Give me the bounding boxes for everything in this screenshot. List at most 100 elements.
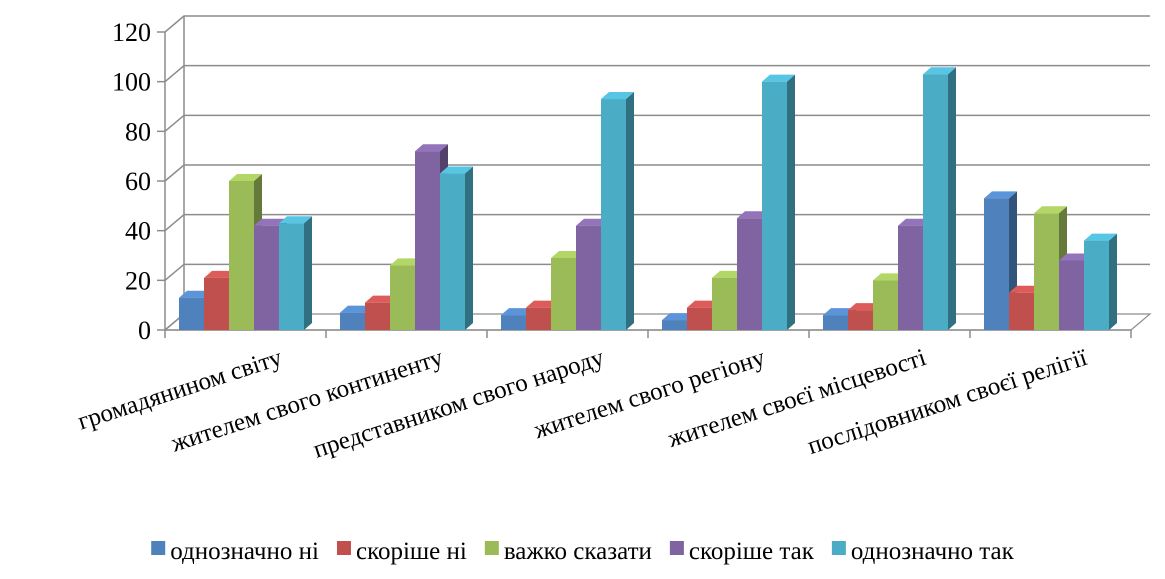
bar-front [601,99,626,330]
bar-side [948,67,956,330]
bar-top [873,273,906,281]
bar-top [179,290,212,298]
bar-top [923,67,956,75]
bar [762,74,795,331]
bar-front [415,151,440,330]
bar [440,166,473,330]
bar [984,191,1017,330]
bar-front [279,223,304,330]
bars [179,67,1117,331]
bar-front [365,302,390,330]
gridline [164,213,1150,232]
gridline [164,164,1150,182]
bar-front [229,181,254,330]
y-tick-label: 100 [112,68,151,97]
bar-front [848,310,873,330]
bar-front [440,173,465,330]
bar-top [662,313,695,321]
bar-front [1034,213,1059,330]
bar-front [1059,260,1084,330]
bar-front [984,198,1009,330]
legend-item: однозначно так [831,538,1015,565]
legend-swatch [336,541,351,555]
bar-front [737,218,762,330]
legend-swatch [831,541,846,555]
bar-top [440,166,473,174]
legend-label: однозначно ні [170,538,319,565]
gridline [164,15,1150,33]
bar-front [501,315,526,330]
bar-top [823,308,856,316]
legend-item: скоріше так [669,538,815,565]
gridline [164,64,1150,83]
legend-label: скоріше ні [356,538,467,565]
legend: однозначно ні скоріше ні важко сказати скор… [151,538,1015,565]
legend-label: важко сказати [504,538,652,565]
legend-swatch [151,541,166,555]
bar-top [551,250,584,258]
bar-top [526,300,559,308]
bar-top [340,305,373,313]
y-tick-label: 20 [125,266,151,295]
legend-swatch [669,541,684,555]
axes [157,31,1132,338]
bar-front [179,297,204,330]
bar-side [465,166,473,330]
category-label: жителем свого континенту [167,344,447,458]
y-tick-labels: 0 20 40 60 80 100 120 [112,18,151,345]
bar-front [823,315,848,330]
legend-item: скоріше ні [336,538,467,565]
bar-front [873,280,898,330]
y-tick-label: 40 [125,217,151,246]
bar-top [390,258,423,266]
bar-front [898,225,923,330]
bar-front [923,74,948,330]
bar-top [848,303,881,311]
bar-front [526,307,551,330]
bar [279,216,312,330]
bar [923,67,956,330]
bar-top [1009,285,1042,293]
legend-swatch [484,541,499,555]
bar-top [762,74,795,82]
bar-top [898,218,931,226]
bar-top [279,216,312,224]
bar-front [551,257,576,330]
y-tick-label: 80 [125,117,151,146]
bar-top [254,218,287,226]
bar-front [687,307,712,330]
bar-top [1034,206,1067,214]
bar-top [687,300,720,308]
gridlines [164,15,1150,281]
bar-top [1059,253,1092,261]
y-tick-label: 60 [125,167,151,196]
bar-side [304,216,312,330]
legend-label: однозначно так [851,538,1015,565]
bar-front [576,225,601,330]
bar-top [204,270,237,278]
y-tick-label: 120 [112,18,151,47]
legend-item: однозначно ні [151,538,319,565]
bar-side [626,92,634,330]
bar-top [737,211,770,219]
y-tick-label: 0 [138,316,151,345]
bar-side [787,74,795,331]
bar-top [601,92,634,100]
legend-item: важко сказати [484,538,652,565]
bar-front [204,277,229,330]
bar-side [1109,233,1117,330]
category-label: представником свого народу [310,344,608,464]
bar-top [576,218,609,226]
bar-front [390,265,415,330]
bar-front [662,320,687,330]
bar-front [340,312,365,330]
bar-front [1084,240,1109,330]
category-label: жителем своєї місцевості [664,344,930,453]
bar-top [984,191,1017,199]
gridline [164,263,1150,281]
bar-front [762,81,787,331]
bar-top [501,308,534,316]
